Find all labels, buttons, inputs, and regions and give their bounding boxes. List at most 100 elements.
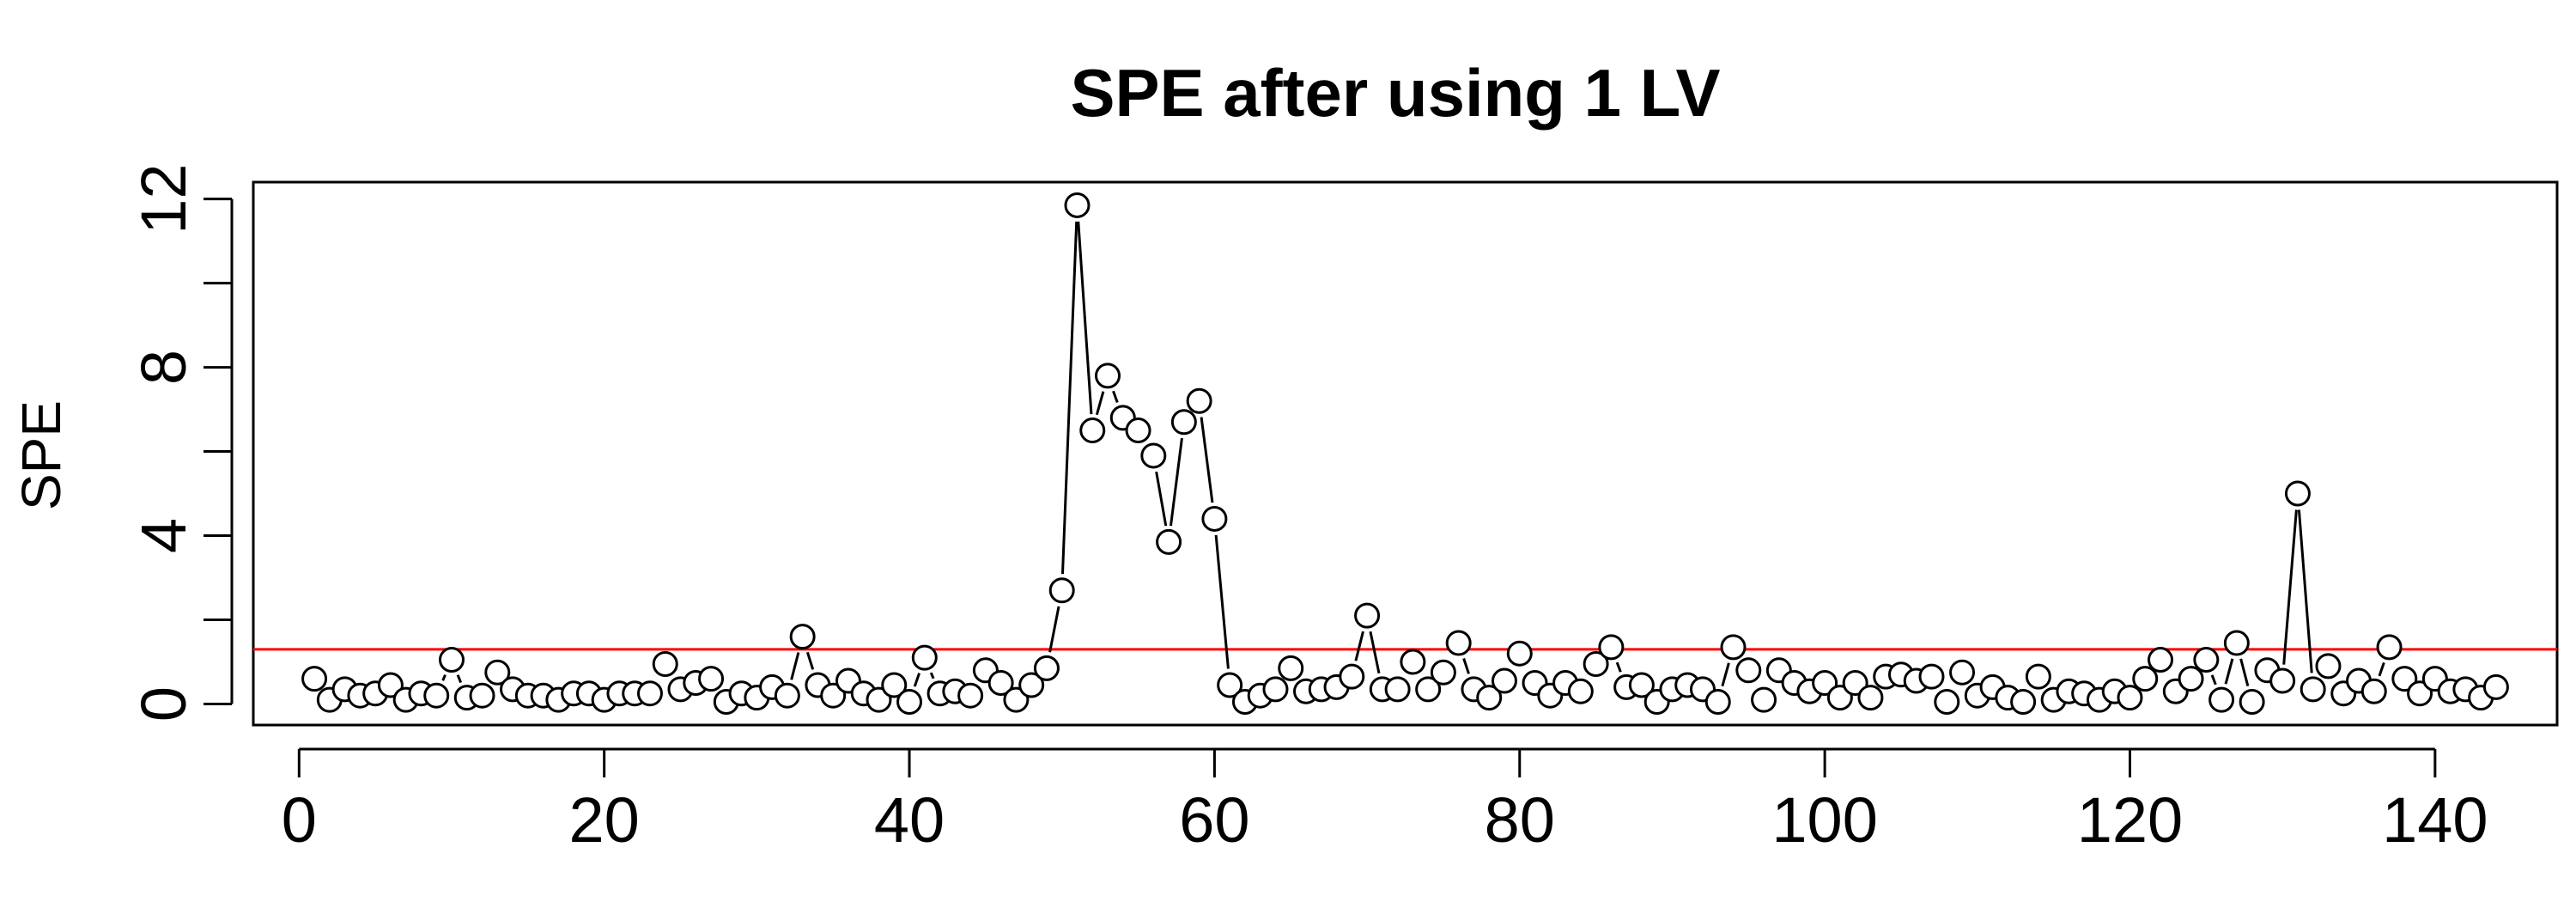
series-segment	[2297, 509, 2313, 673]
data-point	[438, 647, 465, 673]
series-segment	[1615, 661, 1622, 673]
data-point	[1095, 363, 1121, 389]
data-point	[1186, 387, 1212, 414]
data-point	[1918, 663, 1945, 690]
series-segment	[2282, 509, 2298, 665]
y-axis-label: SPE	[10, 400, 72, 510]
data-point	[1079, 417, 1106, 444]
data-point	[1003, 686, 1030, 713]
x-tick-label: 80	[1485, 784, 1555, 856]
data-point	[2010, 689, 2037, 716]
y-tick-label: 12	[128, 163, 199, 234]
data-point	[698, 666, 725, 692]
x-tick-label: 20	[569, 784, 640, 856]
data-point	[1934, 689, 1960, 716]
data-point	[2269, 667, 2296, 694]
series-segment	[929, 672, 935, 680]
data-point	[987, 670, 1014, 697]
x-axis: 0 20 40 60 80 100 120 140	[282, 747, 2488, 856]
y-tick-label: 4	[128, 518, 199, 553]
chart-title: SPE after using 1 LV	[1070, 55, 1720, 131]
plot-frame	[252, 180, 2559, 727]
data-point	[2391, 666, 2418, 692]
series-segment	[1170, 437, 1183, 527]
data-point	[1018, 672, 1045, 698]
data-point	[652, 650, 678, 677]
series-segment	[1155, 471, 1168, 527]
data-point	[881, 672, 908, 698]
data-point	[2193, 647, 2220, 673]
data-point	[423, 682, 450, 709]
data-point	[1704, 689, 1731, 716]
data-point	[2223, 630, 2250, 656]
data-point	[1140, 442, 1167, 469]
data-point	[301, 666, 328, 692]
data-point	[957, 682, 984, 709]
data-point	[911, 644, 938, 671]
data-point	[1339, 663, 1365, 690]
data-point	[1506, 640, 1533, 667]
data-point	[1949, 659, 1976, 686]
data-point	[2376, 634, 2403, 661]
y-tick-label: 8	[128, 350, 199, 385]
data-point	[896, 689, 923, 716]
data-point	[2300, 676, 2326, 703]
series-segment	[2224, 658, 2234, 685]
data-point	[2148, 647, 2174, 673]
series-segment	[456, 674, 463, 684]
data-point	[2178, 666, 2204, 692]
data-point	[2117, 685, 2143, 711]
x-tick-label: 40	[874, 784, 945, 856]
data-point	[2284, 480, 2311, 507]
series-segment	[2239, 658, 2250, 687]
y-axis: 0 4 8 12	[128, 163, 234, 722]
data-point	[1415, 676, 1442, 703]
data-point	[377, 672, 404, 698]
data-point	[1583, 650, 1609, 677]
series-segment	[913, 673, 921, 687]
data-point	[1430, 659, 1456, 686]
data-point	[2208, 686, 2235, 713]
series-line-segments	[441, 221, 2385, 687]
series-segment	[1077, 221, 1093, 415]
data-point	[636, 680, 663, 707]
data-point	[789, 624, 816, 650]
data-point	[1217, 672, 1243, 698]
x-tick-label: 100	[1771, 784, 1877, 856]
y-tick-label: 0	[128, 686, 199, 722]
series-segment	[1721, 662, 1730, 687]
data-point	[1156, 528, 1182, 555]
data-point	[866, 686, 892, 713]
data-point	[1400, 649, 1426, 675]
series-segment	[1095, 391, 1105, 416]
data-point	[2360, 678, 2387, 704]
x-tick-label: 140	[2382, 784, 2488, 856]
data-point	[2315, 653, 2342, 680]
data-point	[1033, 655, 1060, 681]
data-point	[1598, 634, 1625, 661]
series-segment	[1214, 534, 1230, 669]
data-point	[1354, 602, 1381, 629]
data-point	[2407, 680, 2433, 707]
series-segment	[2378, 661, 2385, 677]
x-tick-label: 60	[1179, 784, 1249, 856]
data-point	[774, 682, 800, 709]
series-segment	[1048, 606, 1060, 653]
series-points	[301, 192, 2509, 716]
series-segment	[1369, 631, 1381, 674]
data-point	[1445, 630, 1472, 656]
data-point	[1170, 409, 1197, 436]
data-point	[2482, 673, 2509, 700]
data-point	[1384, 676, 1411, 703]
data-point	[1826, 685, 1853, 711]
data-point	[1751, 686, 1777, 713]
data-point	[1628, 672, 1655, 698]
data-point	[2025, 663, 2051, 690]
data-point	[1842, 670, 1868, 697]
series-segment	[1200, 417, 1214, 503]
series-segment	[805, 651, 815, 670]
data-point	[484, 659, 511, 686]
data-point	[1857, 685, 1884, 711]
data-point	[1048, 577, 1075, 604]
series-segment	[1354, 631, 1364, 661]
